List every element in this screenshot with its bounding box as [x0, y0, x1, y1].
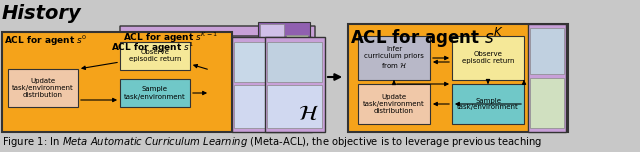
- Text: $\mathcal{H}$: $\mathcal{H}$: [298, 104, 319, 124]
- Text: Sample
task/environment: Sample task/environment: [457, 97, 519, 111]
- Text: Update
task/environment
distribution: Update task/environment distribution: [363, 94, 425, 114]
- FancyBboxPatch shape: [2, 32, 232, 132]
- Text: Sample
task/environment: Sample task/environment: [124, 86, 186, 100]
- FancyBboxPatch shape: [120, 26, 315, 54]
- Text: Figure 1: In $\it{Meta\ Automatic\ Curriculum\ Learning}$ (Meta-ACL), the object: Figure 1: In $\it{Meta\ Automatic\ Curri…: [2, 135, 542, 149]
- Bar: [452, 84, 524, 124]
- Bar: [528, 24, 566, 132]
- Text: ACL for agent $s^0$: ACL for agent $s^0$: [4, 34, 87, 48]
- Text: Update
task/environment
distribution: Update task/environment distribution: [12, 78, 74, 98]
- Bar: [234, 85, 310, 128]
- Bar: [286, 35, 308, 55]
- Text: Infer
curriculum priors
from $\mathcal{H}$: Infer curriculum priors from $\mathcal{H…: [364, 46, 424, 70]
- Text: Observe
episodic return: Observe episodic return: [129, 50, 181, 62]
- Bar: [120, 79, 190, 107]
- Text: ACL for agent $s^{K-1}$: ACL for agent $s^{K-1}$: [123, 31, 218, 45]
- Bar: [258, 22, 310, 57]
- Bar: [265, 37, 325, 132]
- Text: ACL for agent $s^K$: ACL for agent $s^K$: [350, 26, 504, 50]
- Bar: [530, 28, 564, 74]
- Bar: [358, 84, 430, 124]
- Bar: [452, 36, 524, 80]
- Bar: [530, 78, 564, 128]
- Bar: [120, 42, 190, 70]
- Bar: [358, 36, 430, 80]
- Text: ACL for agent $s^1$: ACL for agent $s^1$: [111, 41, 194, 55]
- FancyBboxPatch shape: [348, 24, 568, 132]
- Text: History: History: [2, 4, 82, 23]
- Bar: [260, 24, 284, 44]
- FancyBboxPatch shape: [108, 36, 303, 64]
- Bar: [232, 37, 312, 132]
- Bar: [234, 42, 272, 82]
- Text: Observe
episodic return: Observe episodic return: [461, 52, 515, 64]
- Bar: [8, 69, 78, 107]
- Bar: [267, 85, 322, 128]
- Bar: [267, 42, 322, 82]
